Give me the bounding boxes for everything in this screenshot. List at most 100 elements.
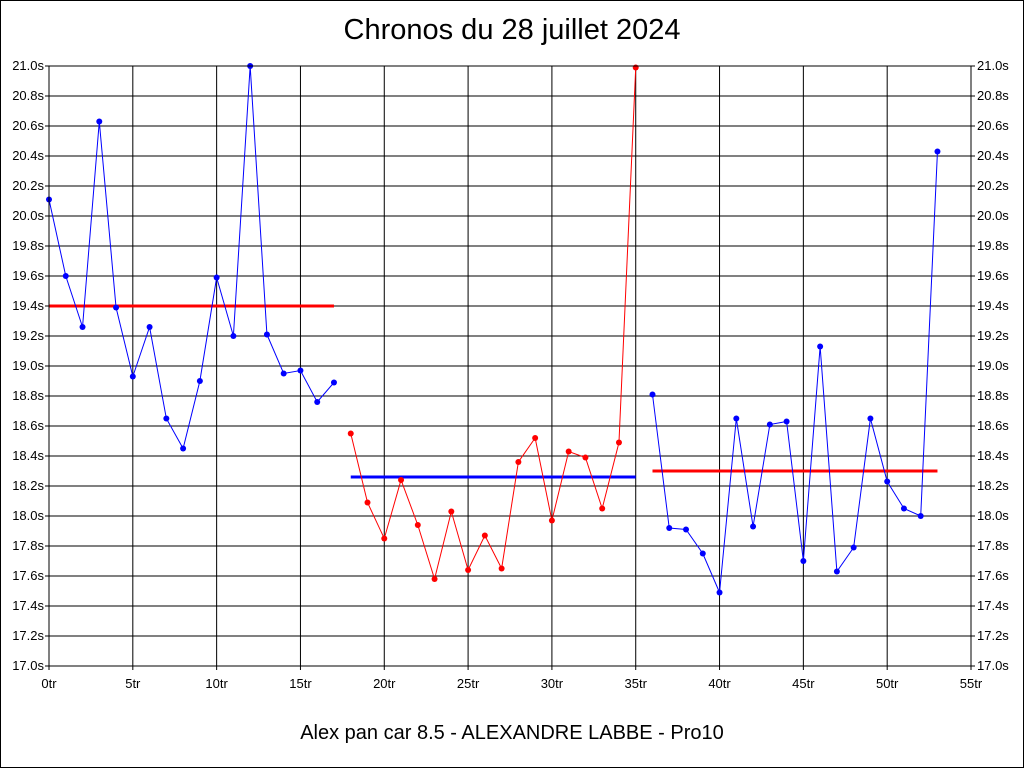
lap-point xyxy=(934,148,941,155)
y-tick-label-left: 18.4s xyxy=(12,448,44,463)
lap-point xyxy=(79,324,86,330)
y-tick-label-left: 20.6s xyxy=(12,118,44,133)
x-tick-label: 50tr xyxy=(876,676,899,691)
y-tick-label-left: 19.6s xyxy=(12,268,44,283)
lap-point xyxy=(414,522,421,528)
lap-point xyxy=(649,391,656,398)
lap-point xyxy=(180,445,187,452)
y-tick-label-right: 20.2s xyxy=(977,178,1009,193)
y-tick-label-left: 18.6s xyxy=(12,418,44,433)
lap-point xyxy=(280,370,287,377)
y-tick-label-right: 18.2s xyxy=(977,478,1009,493)
y-tick-label-right: 17.4s xyxy=(977,598,1009,613)
lap-point xyxy=(900,505,907,512)
y-tick-label-left: 17.8s xyxy=(12,538,44,553)
lap-point xyxy=(314,399,321,405)
lap-point xyxy=(716,589,723,596)
y-tick-label-left: 17.6s xyxy=(12,568,44,583)
lap-point xyxy=(565,448,572,455)
chart-subtitle: Alex pan car 8.5 - ALEXANDRE LABBE - Pro… xyxy=(300,722,724,744)
x-tick-label: 30tr xyxy=(541,676,564,691)
lap-point xyxy=(448,508,455,515)
lap-point xyxy=(347,430,354,437)
y-tick-label-right: 18.8s xyxy=(977,388,1009,403)
lap-point xyxy=(146,324,153,330)
lap-point xyxy=(96,118,103,125)
lap-point xyxy=(582,454,589,461)
plot-area-border xyxy=(48,65,972,667)
lap-point xyxy=(381,535,388,542)
series-line-2 xyxy=(350,67,637,581)
lap-point xyxy=(884,478,891,485)
y-tick-label-right: 20.6s xyxy=(977,118,1009,133)
series-line-3 xyxy=(651,151,938,593)
y-tick-label-left: 20.0s xyxy=(12,208,44,223)
y-tick-label-right: 19.2s xyxy=(977,328,1009,343)
x-tick-label: 15tr xyxy=(289,676,312,691)
lap-point xyxy=(548,517,555,524)
y-tick-label-right: 17.8s xyxy=(977,538,1009,553)
y-tick-label-right: 21.0s xyxy=(977,58,1009,73)
y-tick-label-left: 20.4s xyxy=(12,148,44,163)
y-tick-label-right: 17.6s xyxy=(977,568,1009,583)
y-tick-label-left: 18.2s xyxy=(12,478,44,493)
y-tick-label-left: 18.8s xyxy=(12,388,44,403)
average-lines xyxy=(49,304,938,479)
y-tick-label-right: 17.0s xyxy=(977,658,1009,673)
x-tick-label: 55tr xyxy=(960,676,983,691)
lap-point xyxy=(62,273,69,279)
x-tick-label: 40tr xyxy=(708,676,731,691)
lap-point xyxy=(398,477,405,483)
lap-point xyxy=(750,523,757,530)
y-tick-label-left: 21.0s xyxy=(12,58,44,73)
lap-point xyxy=(465,567,472,573)
lap-point xyxy=(163,415,170,422)
y-tick-label-left: 19.8s xyxy=(12,238,44,253)
y-tick-label-left: 20.2s xyxy=(12,178,44,193)
series-lines xyxy=(46,63,941,596)
y-tick-label-right: 19.4s xyxy=(977,298,1009,313)
x-tick-label: 0tr xyxy=(41,676,57,691)
lap-point xyxy=(263,331,270,338)
x-tick-label: 45tr xyxy=(792,676,815,691)
y-tick-label-right: 17.2s xyxy=(977,628,1009,643)
lap-point xyxy=(666,525,673,531)
y-tick-label-left: 17.4s xyxy=(12,598,44,613)
lap-point xyxy=(498,565,505,572)
lap-point xyxy=(699,550,706,557)
series-line-1 xyxy=(48,65,335,450)
y-tick-label-left: 17.2s xyxy=(12,628,44,643)
lap-point xyxy=(850,544,857,551)
y-tick-label-right: 19.0s xyxy=(977,358,1009,373)
y-tick-label-left: 17.0s xyxy=(12,658,44,673)
lap-point xyxy=(733,415,740,422)
lap-point xyxy=(766,421,773,428)
y-tick-label-right: 18.6s xyxy=(977,418,1009,433)
lap-point xyxy=(196,378,203,384)
lap-point xyxy=(129,373,136,380)
x-tick-label: 10tr xyxy=(205,676,228,691)
y-tick-label-right: 20.0s xyxy=(977,208,1009,223)
lap-point xyxy=(364,499,371,506)
y-tick-label-left: 19.2s xyxy=(12,328,44,343)
lap-point xyxy=(599,505,606,512)
y-tick-label-right: 19.8s xyxy=(977,238,1009,253)
lap-point xyxy=(297,367,304,374)
y-tick-label-right: 20.4s xyxy=(977,148,1009,163)
x-tick-label: 20tr xyxy=(373,676,396,691)
lap-point xyxy=(615,439,622,446)
lap-point xyxy=(833,568,840,575)
lap-point xyxy=(515,459,522,465)
y-tick-label-left: 18.0s xyxy=(12,508,44,523)
lap-point xyxy=(330,379,337,386)
lap-point xyxy=(532,435,539,441)
y-tick-label-left: 19.0s xyxy=(12,358,44,373)
x-tick-label: 5tr xyxy=(125,676,141,691)
y-tick-label-right: 20.8s xyxy=(977,88,1009,103)
lap-point xyxy=(431,576,438,582)
y-tick-label-right: 19.6s xyxy=(977,268,1009,283)
lap-point xyxy=(213,274,220,281)
lap-point xyxy=(867,415,874,422)
